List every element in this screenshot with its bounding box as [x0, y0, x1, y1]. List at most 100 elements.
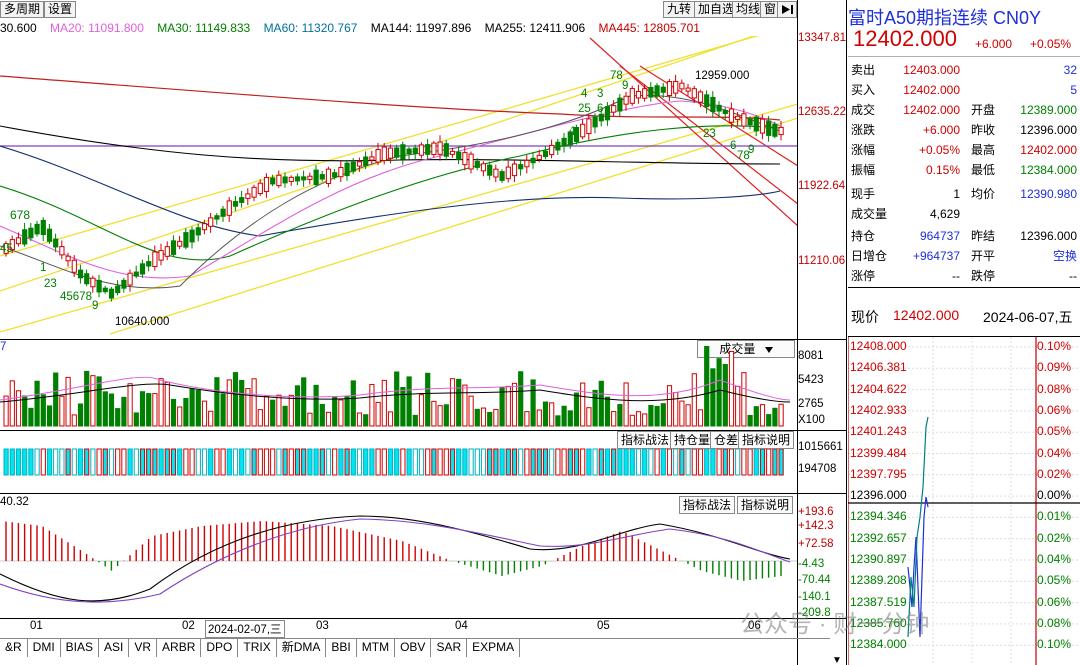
tab-sar[interactable]: SAR	[431, 639, 468, 657]
volume-bar	[177, 406, 183, 427]
volume-bar	[195, 389, 201, 427]
jiuzhuan-button[interactable]: 九转	[663, 1, 696, 18]
oi-bar	[487, 448, 493, 476]
volume-bar	[325, 411, 332, 427]
tab-trix[interactable]: TRIX	[238, 639, 277, 657]
tab-expma[interactable]: EXPMA	[467, 639, 521, 657]
intraday-price-label: 12384.000	[850, 637, 907, 652]
open-interest-button[interactable]: 持仓量	[670, 431, 715, 449]
tab-new-dma[interactable]: 新DMA	[277, 639, 327, 657]
window-button[interactable]: 窗	[760, 1, 781, 18]
volume-bar	[46, 405, 53, 427]
oi-bar	[387, 448, 394, 476]
candle-body	[276, 174, 282, 187]
volume-bar	[245, 388, 251, 427]
oi-bar	[40, 448, 46, 476]
volume-bar	[759, 404, 766, 427]
indicator-strategy-button[interactable]: 指标战法	[617, 431, 674, 449]
volume-bar	[561, 405, 567, 427]
oi-bar	[412, 448, 418, 476]
tab-bias[interactable]: BIAS	[61, 639, 100, 657]
quote-cell: 最高	[971, 143, 996, 157]
oi-bar	[9, 448, 15, 476]
open-interest-chart[interactable]	[0, 431, 797, 493]
volume-bar	[462, 384, 468, 427]
quote-cell: 32	[1063, 63, 1077, 77]
volume-bar	[239, 379, 245, 427]
tab-mtm[interactable]: MTM	[357, 639, 396, 657]
tab-bbi[interactable]: BBI	[326, 639, 357, 657]
position-diff-button[interactable]: 仓差	[710, 431, 743, 449]
ma-button[interactable]: 均线	[732, 1, 765, 18]
tab-dmi[interactable]: DMI	[28, 639, 61, 657]
candle-body	[728, 108, 735, 123]
oi-bar	[356, 448, 363, 476]
oi-bar	[406, 448, 412, 476]
y-axis-label: 12635.22	[798, 106, 846, 118]
quote-cell: 涨停	[851, 269, 876, 283]
candle-body	[53, 238, 59, 248]
candle-body	[511, 163, 518, 177]
multi-period-button[interactable]: 多周期	[0, 1, 45, 18]
macd-axis-label: +142.3	[798, 520, 834, 532]
quote-cell: 成交量	[851, 207, 888, 221]
oi-bar	[555, 448, 561, 476]
candle-body	[22, 229, 28, 245]
cursor-date-label: 2024-02-07,三	[205, 620, 285, 638]
oi-bar	[232, 448, 239, 476]
oi-bar	[325, 448, 332, 476]
settings-button[interactable]: 设置	[44, 1, 77, 18]
candle-body	[673, 80, 679, 94]
volume-bar	[425, 372, 431, 427]
intraday-price-label: 12404.622	[850, 381, 907, 396]
oi-bar	[598, 448, 604, 476]
intraday-price-label: 12399.484	[850, 445, 907, 460]
volume-bar	[338, 399, 344, 427]
add-watchlist-button[interactable]: 加自选	[694, 1, 739, 18]
candle-body	[573, 126, 580, 143]
volume-selector[interactable]: 成交量	[697, 340, 795, 358]
oi-bar	[710, 448, 716, 476]
indicator-help-button[interactable]: 指标说明	[738, 431, 795, 449]
quote-cell: 成交	[851, 103, 876, 117]
oi-bar	[208, 448, 214, 476]
volume-bar	[474, 408, 480, 427]
tab-arbr[interactable]: ARBR	[157, 639, 202, 657]
quote-cell: 昨收	[971, 123, 996, 137]
volume-chart[interactable]	[0, 340, 797, 430]
macd-chart[interactable]	[0, 494, 797, 618]
oi-bar	[3, 448, 9, 476]
volume-bar	[642, 413, 648, 427]
candlestick-chart[interactable]	[0, 36, 798, 338]
high-price-label: 12959.000	[695, 70, 750, 82]
panel-divider	[846, 0, 847, 665]
scroll-down-icon[interactable]: ▼	[832, 655, 842, 665]
candle-body	[524, 159, 530, 168]
candle-body	[146, 261, 152, 267]
candle-body	[127, 272, 133, 286]
volume-bar	[189, 388, 195, 427]
tab-wr[interactable]: &R	[0, 639, 28, 657]
tab-dpo[interactable]: DPO	[201, 639, 239, 657]
volume-bar	[456, 378, 462, 427]
candle-body	[34, 223, 40, 235]
volume-bar	[102, 391, 108, 427]
intraday-chart[interactable]	[848, 337, 1080, 665]
oi-bar	[177, 448, 183, 476]
candle-body	[505, 166, 511, 180]
volume-bar	[728, 350, 735, 427]
tab-vr[interactable]: VR	[129, 639, 158, 657]
macd-help-button[interactable]: 指标说明	[737, 496, 794, 514]
volume-bar	[121, 396, 127, 427]
tab-asi[interactable]: ASI	[99, 639, 130, 657]
oi-bar	[518, 448, 524, 476]
intraday-pct-label: 0.10%	[1037, 637, 1072, 652]
tab-obv[interactable]: OBV	[395, 639, 432, 657]
candle-body	[232, 201, 239, 207]
seq-number: 6	[597, 103, 604, 115]
play-end-icon[interactable]	[777, 1, 797, 18]
volume-bar	[412, 414, 418, 427]
volume-bar	[146, 393, 152, 427]
macd-strategy-button[interactable]: 指标战法	[679, 496, 736, 514]
volume-bar	[363, 414, 369, 427]
